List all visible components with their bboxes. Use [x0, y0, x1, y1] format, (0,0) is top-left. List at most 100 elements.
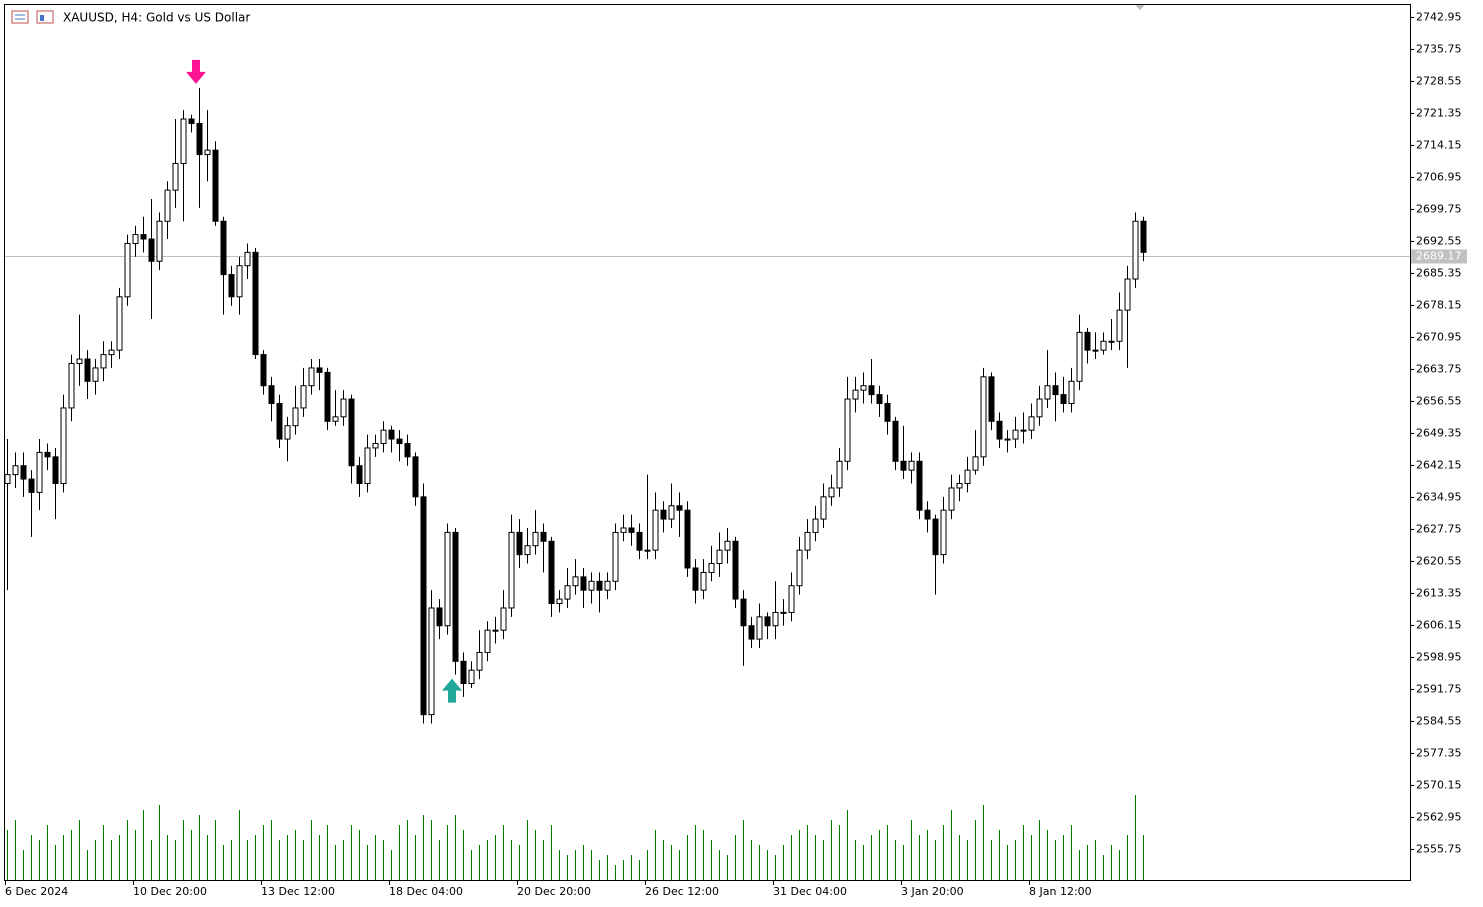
signal-arrow	[186, 59, 206, 84]
y-tick-label: 2634.95	[1416, 491, 1462, 504]
y-tick-label: 2598.95	[1416, 651, 1462, 664]
x-tick-label: 31 Dec 04:00	[773, 885, 847, 898]
candle-body	[1116, 309, 1123, 342]
candle-body	[276, 402, 283, 440]
candle-body	[180, 118, 187, 164]
price-label: 2689.17	[1416, 250, 1462, 263]
candle-body	[628, 527, 635, 533]
candle-body	[524, 545, 531, 556]
x-tick-label: 10 Dec 20:00	[133, 885, 207, 898]
candle-body	[12, 465, 19, 476]
candle-body	[636, 531, 643, 551]
candle-body	[316, 367, 323, 373]
candle-body	[284, 425, 291, 440]
signal-arrow	[442, 678, 462, 703]
candle-body	[436, 607, 443, 627]
candle-body	[932, 518, 939, 556]
candle-body	[852, 389, 859, 400]
candle-body	[36, 451, 43, 493]
y-tick-label: 2642.15	[1416, 459, 1462, 472]
candle-body	[1004, 438, 1011, 441]
y-tick-label: 2692.55	[1416, 235, 1462, 248]
candle-body	[884, 402, 891, 422]
y-tick-label: 2742.95	[1416, 11, 1462, 24]
candle-body	[412, 456, 419, 498]
y-tick-label: 2728.55	[1416, 75, 1462, 88]
candle-body	[996, 420, 1003, 440]
candle-body	[292, 407, 299, 427]
y-tick-label: 2555.75	[1416, 843, 1462, 856]
candle-body	[356, 465, 363, 485]
candle-body	[844, 398, 851, 462]
candle-body	[788, 585, 795, 613]
y-tick-label: 2699.75	[1416, 203, 1462, 216]
candle-body	[1092, 349, 1099, 352]
x-tick-label: 18 Dec 04:00	[389, 885, 463, 898]
candle-body	[156, 220, 163, 262]
candle-body	[668, 505, 675, 520]
candle-body	[260, 354, 267, 387]
candle-body	[1108, 340, 1115, 343]
candle-body	[564, 585, 571, 600]
candle-body	[740, 598, 747, 627]
candle-body	[572, 576, 579, 587]
candle-body	[804, 531, 811, 551]
candle-body	[116, 296, 123, 351]
candle-body	[948, 487, 955, 511]
y-tick-label: 2591.75	[1416, 683, 1462, 696]
x-tick-label: 3 Jan 20:00	[901, 885, 964, 898]
candle-body	[140, 234, 147, 240]
candle-body	[300, 385, 307, 409]
candle-body	[868, 385, 875, 396]
candle-body	[596, 580, 603, 591]
candle-body	[60, 407, 67, 485]
candle-body	[964, 469, 971, 485]
candle-body	[780, 611, 787, 614]
plot-frame	[4, 4, 1411, 881]
candle-body	[388, 429, 395, 440]
x-tick-label: 8 Jan 12:00	[1029, 885, 1092, 898]
candle-body	[860, 385, 867, 391]
y-tick-label: 2656.55	[1416, 395, 1462, 408]
y-tick-label: 2663.75	[1416, 363, 1462, 376]
candle-body	[940, 509, 947, 556]
candle-body	[460, 660, 467, 685]
x-tick-label: 20 Dec 20:00	[517, 885, 591, 898]
candle-body	[900, 460, 907, 471]
candle-body	[820, 496, 827, 520]
candle-body	[1100, 340, 1107, 351]
candle-body	[1028, 416, 1035, 431]
candle-body	[924, 509, 931, 520]
candle-body	[500, 607, 507, 631]
candle-body	[700, 571, 707, 591]
candle-body	[92, 367, 99, 382]
candle-body	[252, 251, 259, 356]
candle-body	[764, 616, 771, 627]
candle-body	[508, 531, 515, 609]
candle-body	[444, 531, 451, 627]
candle-body	[84, 358, 91, 382]
candle-body	[716, 549, 723, 565]
candle-body	[732, 540, 739, 600]
candle-body	[908, 460, 915, 471]
candle-body	[988, 376, 995, 422]
candle-body	[244, 251, 251, 267]
candle-body	[324, 371, 331, 422]
candle-body	[4, 474, 11, 485]
candle-body	[588, 580, 595, 591]
candle-body	[516, 531, 523, 556]
candle-body	[644, 549, 651, 552]
y-tick-label: 2735.75	[1416, 43, 1462, 56]
candle-body	[76, 358, 83, 364]
candle-body	[348, 398, 355, 467]
candle-body	[212, 149, 219, 222]
shift-marker	[1135, 5, 1145, 10]
candle-body	[468, 669, 475, 685]
candle-body	[420, 496, 427, 716]
candle-body	[684, 509, 691, 569]
candle-body	[380, 429, 387, 445]
x-tick-label: 13 Dec 12:00	[261, 885, 335, 898]
candle-body	[540, 531, 547, 542]
price-label-bg	[1411, 249, 1467, 264]
